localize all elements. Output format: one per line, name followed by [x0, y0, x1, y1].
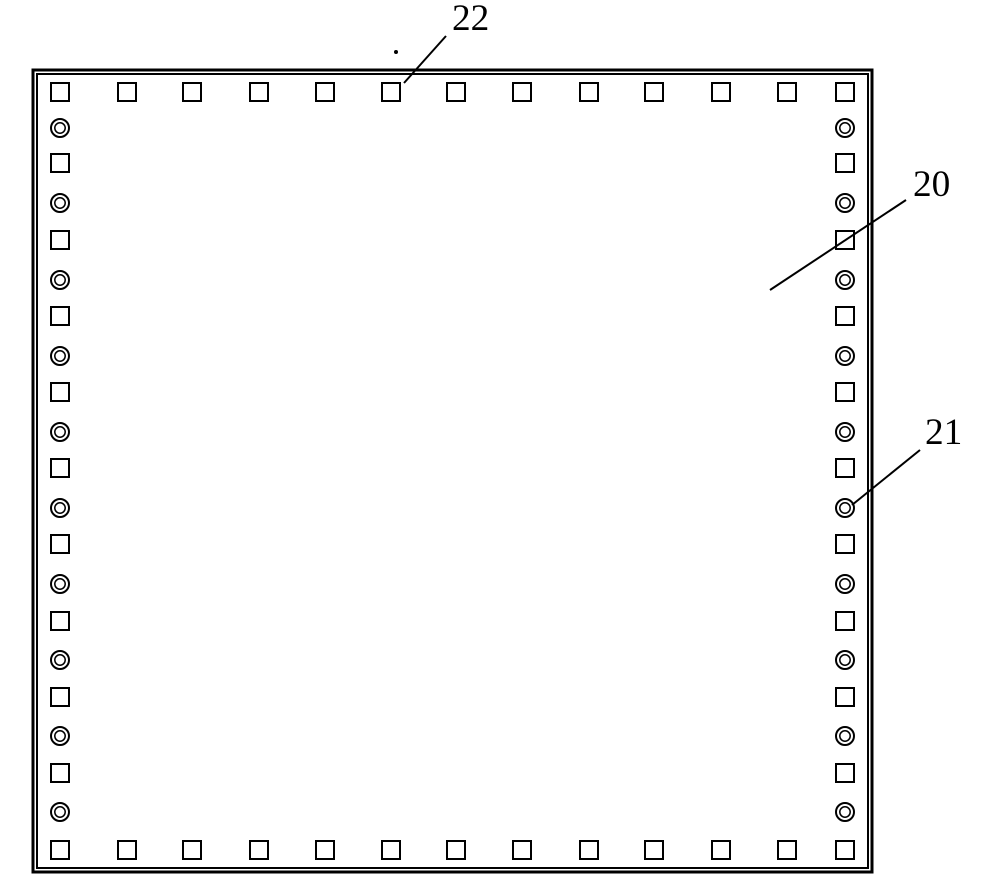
left-square-10: [51, 459, 69, 477]
label-21: 21: [925, 412, 962, 453]
right-circle-9: [836, 423, 854, 441]
bottom-square-5: [382, 841, 400, 859]
top-square-9: [645, 83, 663, 101]
right-square-20: [836, 841, 854, 859]
left-circle-3: [51, 194, 69, 212]
left-square-14: [51, 612, 69, 630]
right-circle-19: [836, 803, 854, 821]
top-square-10: [712, 83, 730, 101]
bottom-square-11: [778, 841, 796, 859]
right-square-18: [836, 764, 854, 782]
bottom-square-10: [712, 841, 730, 859]
right-circle-5: [836, 271, 854, 289]
top-square-3: [250, 83, 268, 101]
right-circle-3: [836, 194, 854, 212]
left-circle-19: [51, 803, 69, 821]
left-square-0: [51, 83, 69, 101]
right-square-6: [836, 307, 854, 325]
left-circle-17: [51, 727, 69, 745]
left-circle-5: [51, 271, 69, 289]
left-circle-15: [51, 651, 69, 669]
right-square-2: [836, 154, 854, 172]
bottom-square-3: [250, 841, 268, 859]
bottom-square-7: [513, 841, 531, 859]
label-20: 20: [913, 164, 950, 205]
left-square-12: [51, 535, 69, 553]
top-square-8: [580, 83, 598, 101]
bottom-square-1: [118, 841, 136, 859]
bottom-square-4: [316, 841, 334, 859]
label-22: 22: [452, 0, 489, 39]
right-circle-13: [836, 575, 854, 593]
right-square-14: [836, 612, 854, 630]
left-square-4: [51, 231, 69, 249]
left-circle-13: [51, 575, 69, 593]
right-circle-17: [836, 727, 854, 745]
left-square-16: [51, 688, 69, 706]
bottom-square-2: [183, 841, 201, 859]
right-circle-11: [836, 499, 854, 517]
top-square-7: [513, 83, 531, 101]
stray-dot: [394, 50, 398, 54]
left-square-8: [51, 383, 69, 401]
right-square-0: [836, 83, 854, 101]
right-square-12: [836, 535, 854, 553]
left-circle-11: [51, 499, 69, 517]
bottom-square-8: [580, 841, 598, 859]
left-square-20: [51, 841, 69, 859]
left-circle-7: [51, 347, 69, 365]
left-square-2: [51, 154, 69, 172]
right-circle-15: [836, 651, 854, 669]
right-circle-7: [836, 347, 854, 365]
top-square-5: [382, 83, 400, 101]
left-circle-1: [51, 119, 69, 137]
top-square-11: [778, 83, 796, 101]
right-circle-1: [836, 119, 854, 137]
top-square-4: [316, 83, 334, 101]
left-square-6: [51, 307, 69, 325]
bottom-square-6: [447, 841, 465, 859]
top-square-2: [183, 83, 201, 101]
top-square-1: [118, 83, 136, 101]
left-circle-9: [51, 423, 69, 441]
right-square-16: [836, 688, 854, 706]
top-square-6: [447, 83, 465, 101]
bottom-square-9: [645, 841, 663, 859]
right-square-8: [836, 383, 854, 401]
left-square-18: [51, 764, 69, 782]
right-square-10: [836, 459, 854, 477]
